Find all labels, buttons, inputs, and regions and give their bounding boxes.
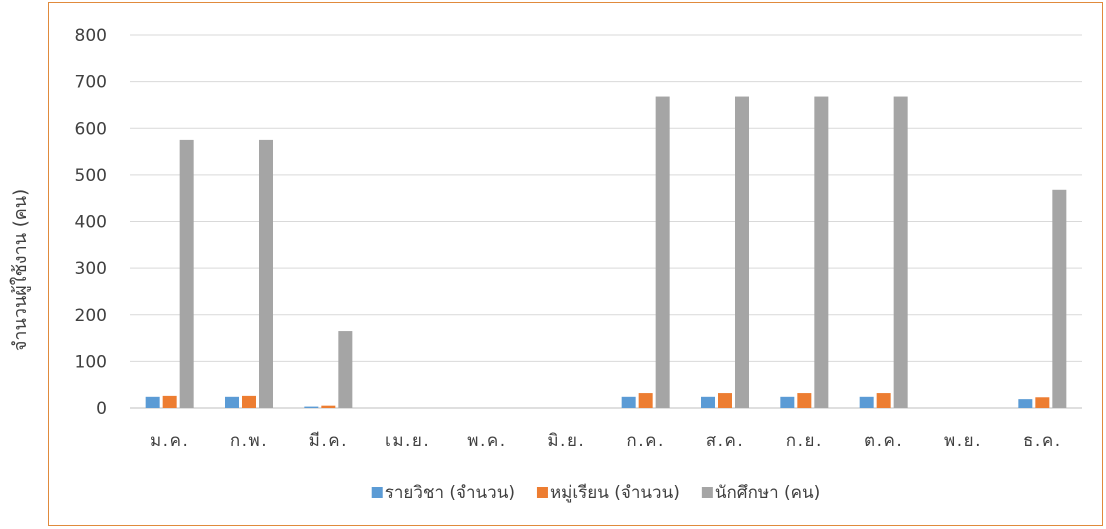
bar <box>797 393 812 408</box>
x-tick-label: ก.ค. <box>626 431 664 451</box>
x-tick-label: พ.ย. <box>944 431 982 451</box>
bar <box>338 331 353 408</box>
gridlines <box>130 34 1082 409</box>
x-tick-label: เม.ย. <box>385 431 430 451</box>
bar <box>876 393 891 408</box>
y-tick-label: 200 <box>75 306 107 326</box>
bar <box>735 96 749 409</box>
legend-swatch <box>371 487 383 498</box>
bars <box>145 96 1067 409</box>
y-tick-label: 0 <box>96 399 107 419</box>
bar <box>145 396 160 408</box>
legend-label: รายวิชา (จำนวน) <box>385 483 515 503</box>
y-tick-label: 600 <box>75 119 107 139</box>
legend-swatch <box>536 487 548 498</box>
bar <box>304 406 319 408</box>
bar <box>638 393 653 408</box>
x-tick-label: ธ.ค. <box>1023 431 1062 451</box>
bar <box>859 396 874 408</box>
x-axis-ticks: ม.ค. ก.พ. มี.ค. เม.ย. พ.ค. มิ.ย. ก.ค. ส.ค. ก.ย. ต… <box>150 431 1062 451</box>
bar <box>162 395 177 408</box>
x-tick-label: ก.พ. <box>230 431 268 451</box>
x-tick-label: มี.ค. <box>309 431 348 451</box>
bar <box>655 96 670 409</box>
y-axis-ticks: 0 100 200 300 400 500 600 700 800 <box>75 26 107 419</box>
bar <box>1018 399 1033 408</box>
x-tick-label: ต.ค. <box>864 431 903 451</box>
bar <box>718 393 732 408</box>
legend-swatch <box>701 487 713 498</box>
legend-item: หมู่เรียน (จำนวน) <box>536 483 680 503</box>
x-tick-label: ม.ค. <box>150 431 189 451</box>
bar <box>242 395 256 408</box>
x-tick-label: ส.ค. <box>706 431 745 451</box>
legend-item: นักศึกษา (คน) <box>701 483 820 503</box>
bar <box>225 396 239 408</box>
y-axis-title: จำนวนผู้ใช้งาน (คน) <box>9 189 31 351</box>
legend-label: นักศึกษา (คน) <box>715 483 820 503</box>
y-tick-label: 500 <box>75 166 107 186</box>
bar <box>1035 397 1050 408</box>
y-tick-label: 700 <box>75 73 107 93</box>
bar <box>621 396 636 408</box>
y-tick-label: 800 <box>75 26 107 46</box>
bar <box>814 96 829 409</box>
y-tick-label: 300 <box>75 259 107 279</box>
legend-label: หมู่เรียน (จำนวน) <box>550 483 680 503</box>
y-tick-label: 400 <box>75 213 107 233</box>
legend-item: รายวิชา (จำนวน) <box>371 483 515 503</box>
chart-frame <box>48 2 1103 526</box>
bar <box>1052 189 1067 408</box>
x-tick-label: ก.ย. <box>786 431 823 451</box>
bar <box>259 139 273 408</box>
bar <box>179 139 194 408</box>
x-tick-label: มิ.ย. <box>547 431 585 451</box>
bar <box>321 405 336 408</box>
legend: รายวิชา (จำนวน) หมู่เรียน (จำนวน) นักศึกษา… <box>371 483 820 503</box>
x-tick-label: พ.ค. <box>467 431 506 451</box>
bar <box>701 396 715 408</box>
bar <box>893 96 908 409</box>
y-tick-label: 100 <box>75 352 107 372</box>
bar <box>780 396 795 408</box>
